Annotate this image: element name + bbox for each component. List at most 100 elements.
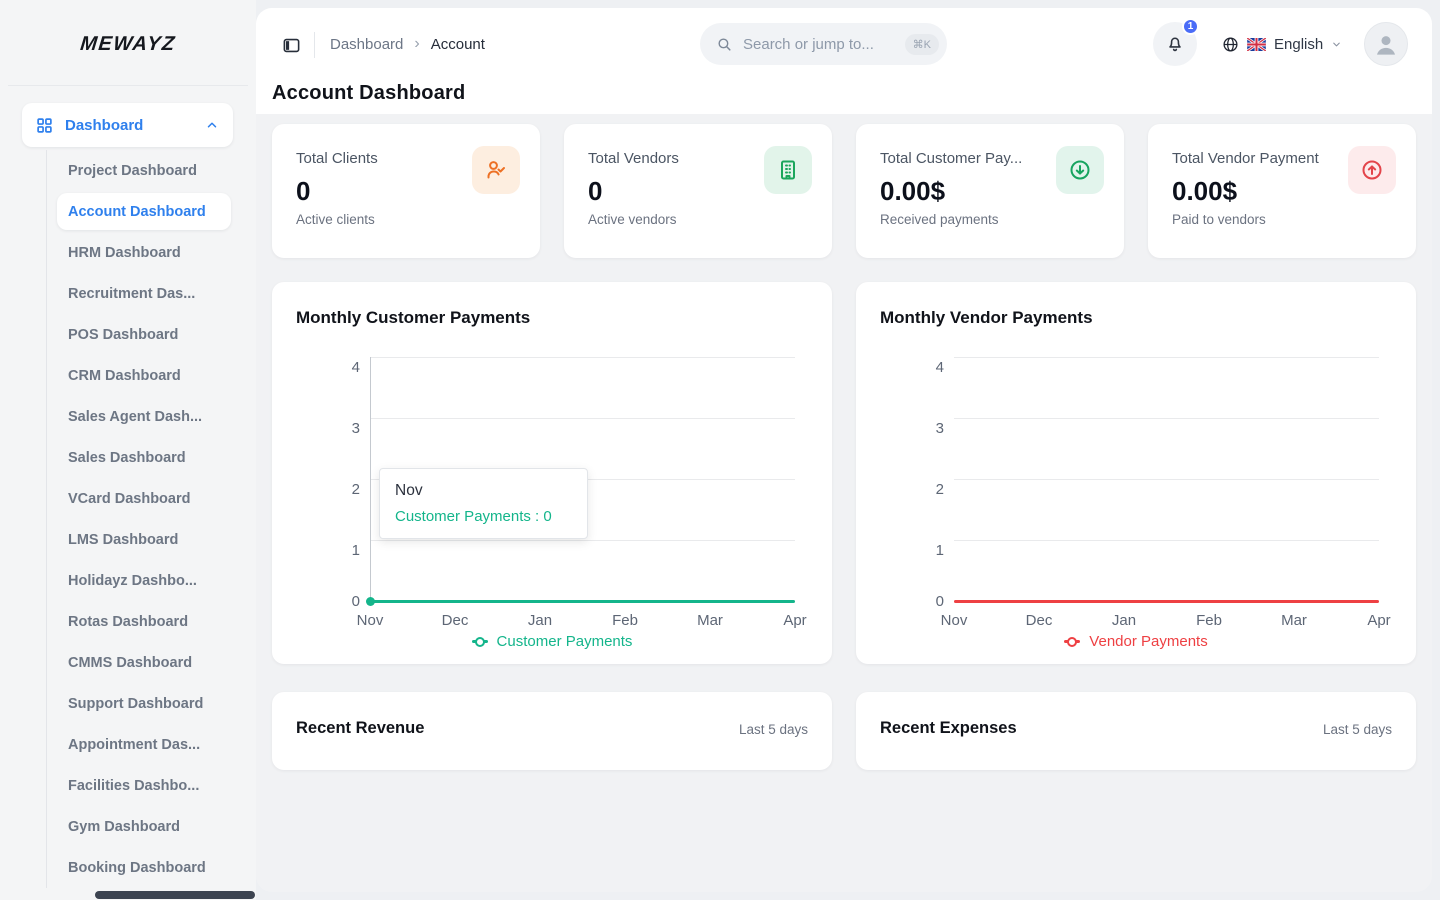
page-title: Account Dashboard: [272, 82, 466, 104]
sidebar-item-lms-dashboard[interactable]: LMS Dashboard: [68, 531, 179, 548]
y-tick-label: 1: [351, 542, 360, 559]
x-tick-label: Dec: [441, 612, 469, 629]
brand-logo: MEWAYZ: [79, 33, 177, 55]
language-selector[interactable]: English: [1222, 34, 1342, 54]
x-tick-label: Mar: [1281, 612, 1307, 629]
breadcrumb: Dashboard › Account: [330, 8, 485, 80]
tooltip-category: Nov: [395, 482, 423, 499]
chart-card-monthly-vendor-payments: Monthly Vendor Payments 0 1 2 3 4 Nov Dec Jan Fe…: [856, 282, 1416, 664]
stat-card-total-vendor-payment: Total Vendor Payment 0.00$ Paid to vendo…: [1148, 124, 1416, 258]
keyboard-shortcut-badge: ⌘K: [904, 33, 939, 55]
x-tick-label: Nov: [940, 612, 968, 629]
user-check-icon: [472, 146, 520, 194]
panel-recent-revenue: Recent Revenue Last 5 days: [272, 692, 832, 770]
sidebar-item-vcard-dashboard[interactable]: VCard Dashboard: [68, 490, 191, 507]
header-divider: [314, 32, 315, 58]
stat-card-total-vendors: Total Vendors 0 Active vendors: [564, 124, 832, 258]
legend-marker-icon: [471, 640, 488, 643]
horizontal-scrollbar-thumb[interactable]: [95, 891, 255, 899]
building-icon: [764, 146, 812, 194]
gridline: [954, 357, 1379, 358]
chevron-up-icon: [205, 118, 219, 132]
sidebar-item-account-dashboard[interactable]: Account Dashboard: [57, 193, 231, 230]
sidebar-item-facilities-dashbo[interactable]: Facilities Dashbo...: [68, 777, 200, 794]
y-tick-label: 0: [351, 593, 360, 610]
chart-card-monthly-customer-payments: Monthly Customer Payments Nov Customer P…: [272, 282, 832, 664]
sidebar-item-recruitment-das[interactable]: Recruitment Das...: [68, 285, 196, 302]
gridline: [370, 357, 795, 358]
arrow-down-circle-icon: [1056, 146, 1104, 194]
crosshair-line: [370, 357, 371, 601]
grid-icon: [36, 117, 53, 134]
y-tick-label: 2: [935, 481, 944, 498]
y-tick-label: 0: [935, 593, 944, 610]
user-avatar[interactable]: [1364, 22, 1408, 66]
sidebar-toggle-icon[interactable]: [276, 30, 306, 60]
sidebar-item-crm-dashboard[interactable]: CRM Dashboard: [68, 367, 181, 384]
search-icon: [716, 36, 733, 53]
panel-meta: Last 5 days: [1322, 722, 1392, 737]
language-label: English: [1274, 35, 1324, 53]
sidebar-item-sales-agent-dash[interactable]: Sales Agent Dash...: [68, 408, 203, 425]
sidebar-divider: [8, 85, 248, 86]
y-tick-label: 4: [351, 359, 360, 376]
sidebar-item-sales-dashboard[interactable]: Sales Dashboard: [68, 449, 186, 466]
stat-subtitle: Active clients: [296, 212, 375, 227]
x-tick-label: Mar: [697, 612, 723, 629]
stat-value: 0: [588, 176, 603, 206]
notifications-button[interactable]: 1: [1153, 18, 1199, 66]
gridline: [370, 418, 795, 419]
sidebar-item-rotas-dashboard[interactable]: Rotas Dashboard: [68, 613, 189, 630]
search-input[interactable]: [743, 35, 905, 53]
chart-legend[interactable]: Vendor Payments: [856, 633, 1416, 650]
sidebar-item-booking-dashboard[interactable]: Booking Dashboard: [68, 859, 206, 876]
sidebar-item-support-dashboard[interactable]: Support Dashboard: [68, 695, 204, 712]
breadcrumb-section[interactable]: Dashboard: [330, 35, 404, 53]
stat-subtitle: Received payments: [880, 212, 999, 227]
sidebar-item-project-dashboard[interactable]: Project Dashboard: [68, 162, 197, 179]
sidebar-item-hrm-dashboard[interactable]: HRM Dashboard: [68, 244, 181, 261]
chart-tooltip: Nov Customer Payments : 0: [379, 468, 588, 539]
legend-label: Customer Payments: [496, 633, 633, 650]
y-tick-label: 1: [935, 542, 944, 559]
stat-value: 0: [296, 176, 311, 206]
sidebar-item-holidayz-dashbo[interactable]: Holidayz Dashbo...: [68, 572, 197, 589]
chevron-down-icon: [1331, 39, 1342, 50]
stat-subtitle: Active vendors: [588, 212, 677, 227]
sidebar-item-gym-dashboard[interactable]: Gym Dashboard: [68, 818, 180, 835]
gridline: [954, 479, 1379, 480]
line-chart-customer-payments: Nov Customer Payments : 0 0 1 2 3 4 Nov Dec Jan…: [272, 282, 832, 664]
sidebar-group-label: Dashboard: [65, 116, 144, 134]
sidebar: MEWAYZ Dashboard Project Dashboard Accoun…: [0, 0, 256, 900]
sidebar-item-cmms-dashboard[interactable]: CMMS Dashboard: [68, 654, 193, 671]
legend-label: Vendor Payments: [1089, 633, 1208, 650]
x-tick-label: Feb: [612, 612, 638, 629]
x-tick-label: Apr: [783, 612, 807, 629]
user-avatar-icon: [1371, 29, 1401, 59]
y-tick-label: 3: [351, 420, 360, 437]
line-chart-vendor-payments: 0 1 2 3 4 Nov Dec Jan Feb Mar Apr: [856, 282, 1416, 664]
legend-marker-icon: [1064, 640, 1081, 643]
globe-icon: [1222, 36, 1239, 53]
bell-icon: [1165, 34, 1185, 54]
data-line: [370, 599, 795, 603]
sidebar-item-appointment-das[interactable]: Appointment Das...: [68, 736, 201, 753]
search-bar[interactable]: ⌘K: [700, 23, 947, 65]
y-tick-label: 4: [935, 359, 944, 376]
chart-legend[interactable]: Customer Payments: [272, 633, 832, 650]
stat-label: Total Vendor Payment: [1172, 150, 1319, 167]
sidebar-item-pos-dashboard[interactable]: POS Dashboard: [68, 326, 179, 343]
x-tick-label: Jan: [527, 612, 553, 629]
y-tick-label: 2: [351, 481, 360, 498]
stat-card-total-clients: Total Clients 0 Active clients: [272, 124, 540, 258]
sidebar-group-dashboard[interactable]: Dashboard: [22, 103, 233, 147]
x-tick-label: Apr: [1367, 612, 1391, 629]
x-tick-label: Dec: [1025, 612, 1053, 629]
arrow-up-circle-icon: [1348, 146, 1396, 194]
main-container: Dashboard › Account ⌘K 1: [256, 8, 1432, 892]
x-tick-label: Nov: [356, 612, 384, 629]
panel-meta: Last 5 days: [738, 722, 808, 737]
gridline: [954, 418, 1379, 419]
stat-label: Total Clients: [296, 150, 378, 167]
breadcrumb-page[interactable]: Account: [430, 35, 485, 53]
